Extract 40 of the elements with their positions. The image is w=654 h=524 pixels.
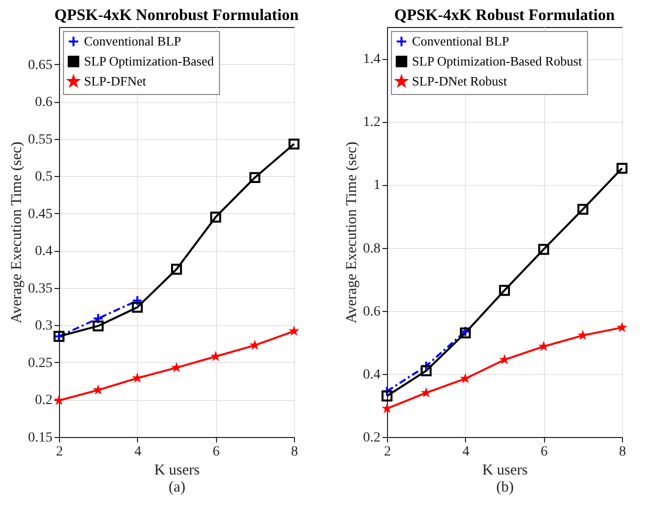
y-tick-label: 0.25 [28, 356, 52, 371]
y-tick-label: 0.8 [363, 241, 380, 256]
text: (a) [168, 480, 186, 496]
legend-label: SLP Optimization-Based [84, 54, 214, 68]
x-tick-label: 8 [619, 444, 626, 460]
y-tick-label: 0.2 [363, 430, 380, 446]
x-tick-label: 2 [384, 444, 391, 460]
y-tick-label: 1.4 [363, 52, 380, 68]
chart-title: QPSK-4xK Robust Formulation [394, 7, 615, 24]
y-tick-label: 0.65 [28, 58, 52, 73]
y-tick-label: 0.5 [35, 170, 52, 185]
y-tick-label: 0.55 [28, 132, 52, 148]
legend-label: SLP-DNet Robust [412, 74, 508, 88]
y-tick-label: 0.2 [35, 393, 52, 408]
x-tick-label: 6 [540, 444, 548, 460]
y-tick-label: 0.35 [28, 281, 52, 296]
x-tick-label: 8 [291, 444, 298, 460]
y-tick-label: 0.4 [35, 244, 52, 260]
y-axis-title: Average Execution Time (sec) [344, 142, 360, 324]
x-tick-label: 4 [462, 444, 470, 460]
text: (b) [496, 480, 514, 496]
legend-label: SLP Optimization-Based Robust [412, 54, 582, 68]
y-tick-label: 1 [374, 178, 380, 194]
x-tick-label: 6 [212, 444, 220, 460]
y-tick-label: 0.15 [28, 430, 52, 446]
x-axis-title: K users [482, 462, 528, 478]
y-axis-title: Average Execution Time (sec) [9, 142, 25, 324]
y-tick-label: 0.6 [363, 304, 380, 320]
x-axis-title: K users [154, 462, 200, 478]
legend-label: SLP-DFNet [84, 74, 147, 88]
y-tick-label: 0.4 [363, 367, 380, 382]
y-tick-label: 0.45 [28, 206, 52, 222]
y-tick-label: 0.3 [35, 318, 52, 334]
y-tick-label: 0.6 [35, 95, 52, 110]
legend-label: Conventional BLP [84, 34, 182, 48]
x-tick-label: 2 [56, 444, 63, 460]
y-tick-label: 1.2 [363, 115, 380, 130]
x-tick-label: 4 [134, 444, 142, 460]
legend-label: Conventional BLP [412, 34, 510, 48]
chart-title: QPSK-4xK Nonrobust Formulation [54, 7, 299, 24]
